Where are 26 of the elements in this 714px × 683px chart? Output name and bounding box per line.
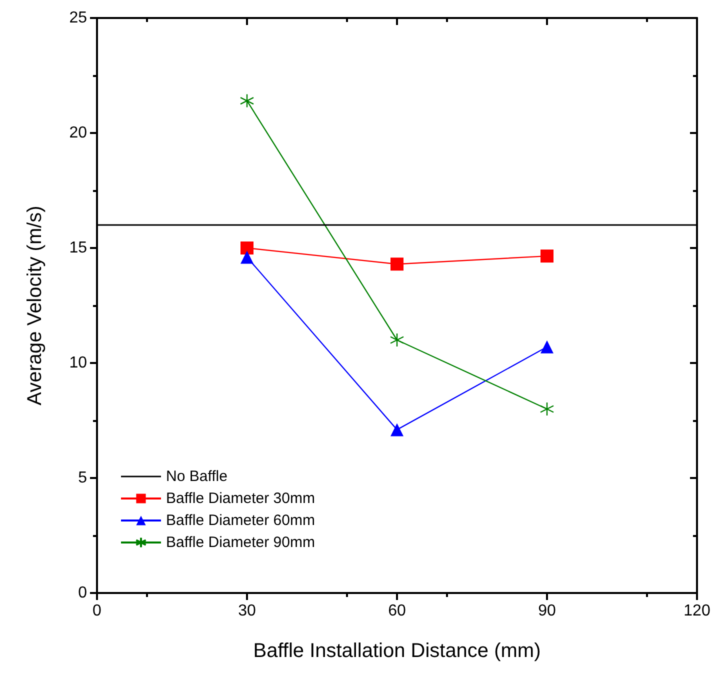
x-tick-label: 30	[238, 602, 256, 620]
y-tick-label: 20	[69, 124, 88, 142]
y-tick-label: 25	[69, 10, 88, 26]
legend-label: Baffle Diameter 60mm	[166, 512, 315, 529]
x-tick-label: 90	[538, 602, 556, 620]
legend-label: No Baffle	[166, 468, 228, 485]
point	[390, 332, 404, 348]
y-tick-label: 0	[78, 584, 88, 602]
legend-label: Baffle Diameter 90mm	[166, 534, 315, 551]
point	[240, 242, 254, 254]
legend-label: Baffle Diameter 30mm	[166, 490, 315, 507]
x-tick-label: 60	[388, 602, 406, 620]
y-tick-label: 10	[69, 354, 88, 372]
point	[390, 258, 404, 271]
x-tick-label: 120	[684, 602, 710, 620]
x-axis-title: Baffle Installation Distance (mm)	[253, 640, 541, 662]
point	[540, 340, 554, 354]
point	[540, 402, 554, 416]
y-axis-title: Average Velocity (m/s)	[24, 206, 46, 406]
y-tick-label: 15	[69, 240, 88, 256]
point	[240, 94, 254, 108]
x-tick-label: 0	[92, 602, 102, 620]
point	[240, 250, 254, 264]
point	[540, 250, 554, 263]
point	[390, 423, 404, 436]
y-tick-label: 5	[78, 470, 88, 486]
